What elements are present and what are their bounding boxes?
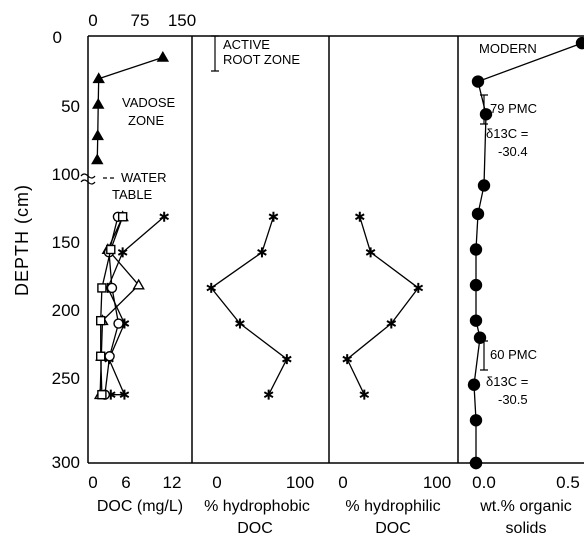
organic-axis-title: wt.% organic (479, 498, 572, 515)
filled-circle-marker (575, 36, 584, 50)
asterisk-marker (268, 211, 279, 222)
hydrophilic-axis-title-2: DOC (375, 520, 411, 537)
hydrophobic-axis-title-2: DOC (237, 520, 273, 537)
asterisk-marker (117, 247, 128, 258)
hydrophobic-axis-title: % hydrophobic (204, 498, 310, 515)
open-square-marker (97, 389, 107, 400)
pmc79-label: 79 PMC (490, 101, 537, 116)
y-tick-labels: 0 50 100 150 200 250 300 (52, 28, 80, 472)
series-line (100, 216, 124, 395)
asterisk-marker (365, 247, 376, 258)
panel-axis-titles: DOC (mg/L) % hydrophobic DOC % hydrophil… (97, 498, 572, 537)
asterisk-marker (354, 211, 365, 222)
asterisk-marker (413, 282, 424, 293)
open-square-marker (106, 244, 116, 255)
filled-circle-marker (471, 207, 485, 221)
asterisk-marker (159, 211, 170, 222)
top-tick-label: 150 (168, 11, 196, 30)
open-square-marker (117, 212, 128, 222)
filled-triangle-marker (91, 153, 104, 165)
open-square-marker (96, 315, 106, 326)
hydrophilic-axis-title: % hydrophilic (345, 498, 440, 515)
doc-top-tick-labels: 0 75 150 (88, 11, 196, 30)
filled-circle-marker (471, 75, 485, 88)
bottom-tick-labels: 0 6 12 0 100 0 100 0.0 0.5 (88, 473, 580, 492)
filled-circle-marker (469, 414, 483, 427)
delta13c-value: -30.4 (498, 144, 528, 159)
delta13c-value: -30.5 (498, 392, 528, 407)
pmc60-label: 60 PMC (490, 347, 537, 362)
y-tick-label: 0 (53, 28, 62, 47)
y-tick-label: 300 (52, 453, 80, 472)
open-square-marker (96, 351, 106, 361)
filled-triangle-marker (92, 72, 105, 84)
series-line (107, 216, 165, 396)
open-square-marker (97, 283, 107, 293)
filled-circle-marker (469, 243, 483, 256)
series-line (346, 216, 420, 395)
filled-circle-marker (473, 331, 487, 344)
x-tick-label: 0 (88, 473, 97, 492)
filled-circle-marker (467, 378, 481, 391)
delta13c-label: δ13C = (486, 374, 528, 389)
x-tick-label: 6 (121, 473, 130, 492)
x-tick-label: 100 (423, 473, 451, 492)
top-tick-label: 0 (88, 11, 97, 30)
x-tick-label: 0.5 (556, 473, 580, 492)
y-tick-label: 150 (52, 233, 80, 252)
modern-label: MODERN (479, 41, 537, 56)
filled-circle-marker (479, 108, 493, 121)
y-tick-label: 200 (52, 301, 80, 320)
filled-circle-marker (477, 179, 491, 192)
asterisk-marker (359, 389, 370, 400)
active-label: ACTIVE (223, 37, 270, 52)
root-zone-label: ROOT ZONE (223, 52, 300, 67)
filled-triangle-marker (92, 97, 105, 109)
y-axis-label: DEPTH (cm) (12, 184, 32, 296)
asterisk-marker (386, 318, 397, 329)
x-tick-label: 0.0 (472, 473, 496, 492)
asterisk-marker (282, 354, 292, 365)
filled-triangle-marker (156, 50, 170, 62)
open-circle-marker (113, 318, 124, 329)
x-tick-label: 0 (338, 473, 347, 492)
filled-circle-marker (469, 456, 483, 470)
filled-circle-marker (469, 314, 483, 327)
asterisk-marker (235, 318, 245, 329)
filled-circle-marker (469, 278, 483, 292)
data-series (91, 36, 584, 470)
axis-break (80, 173, 96, 185)
vadose-label: VADOSE (122, 95, 176, 110)
root-zone-bracket (211, 35, 219, 72)
table-label: TABLE (112, 187, 153, 202)
asterisk-marker (257, 247, 267, 258)
organic-axis-title-2: solids (506, 520, 547, 537)
delta13c-label: δ13C = (486, 126, 528, 141)
y-tick-label: 250 (52, 369, 80, 388)
x-tick-label: 0 (212, 473, 221, 492)
y-tick-label: 100 (52, 165, 80, 184)
doc-axis-title: DOC (mg/L) (97, 498, 183, 515)
x-tick-label: 100 (286, 473, 314, 492)
open-circle-marker (106, 282, 118, 294)
x-tick-label: 12 (163, 473, 182, 492)
annotations: VADOSE ZONE WATER TABLE ACTIVE ROOT ZONE… (103, 35, 537, 407)
filled-triangle-marker (91, 129, 104, 141)
vadose-label-2: ZONE (128, 113, 164, 128)
asterisk-marker (119, 389, 130, 400)
top-tick-label: 75 (131, 11, 150, 30)
y-tick-label: 50 (61, 97, 80, 116)
series-line (210, 216, 288, 395)
asterisk-marker (206, 282, 217, 293)
pmc60-bracket (480, 340, 488, 371)
asterisk-marker (342, 354, 353, 365)
plot-frame (87, 35, 584, 464)
open-circle-marker (104, 351, 115, 362)
water-label: WATER (121, 170, 167, 185)
open-triangle-marker (132, 278, 145, 290)
asterisk-marker (263, 389, 274, 400)
